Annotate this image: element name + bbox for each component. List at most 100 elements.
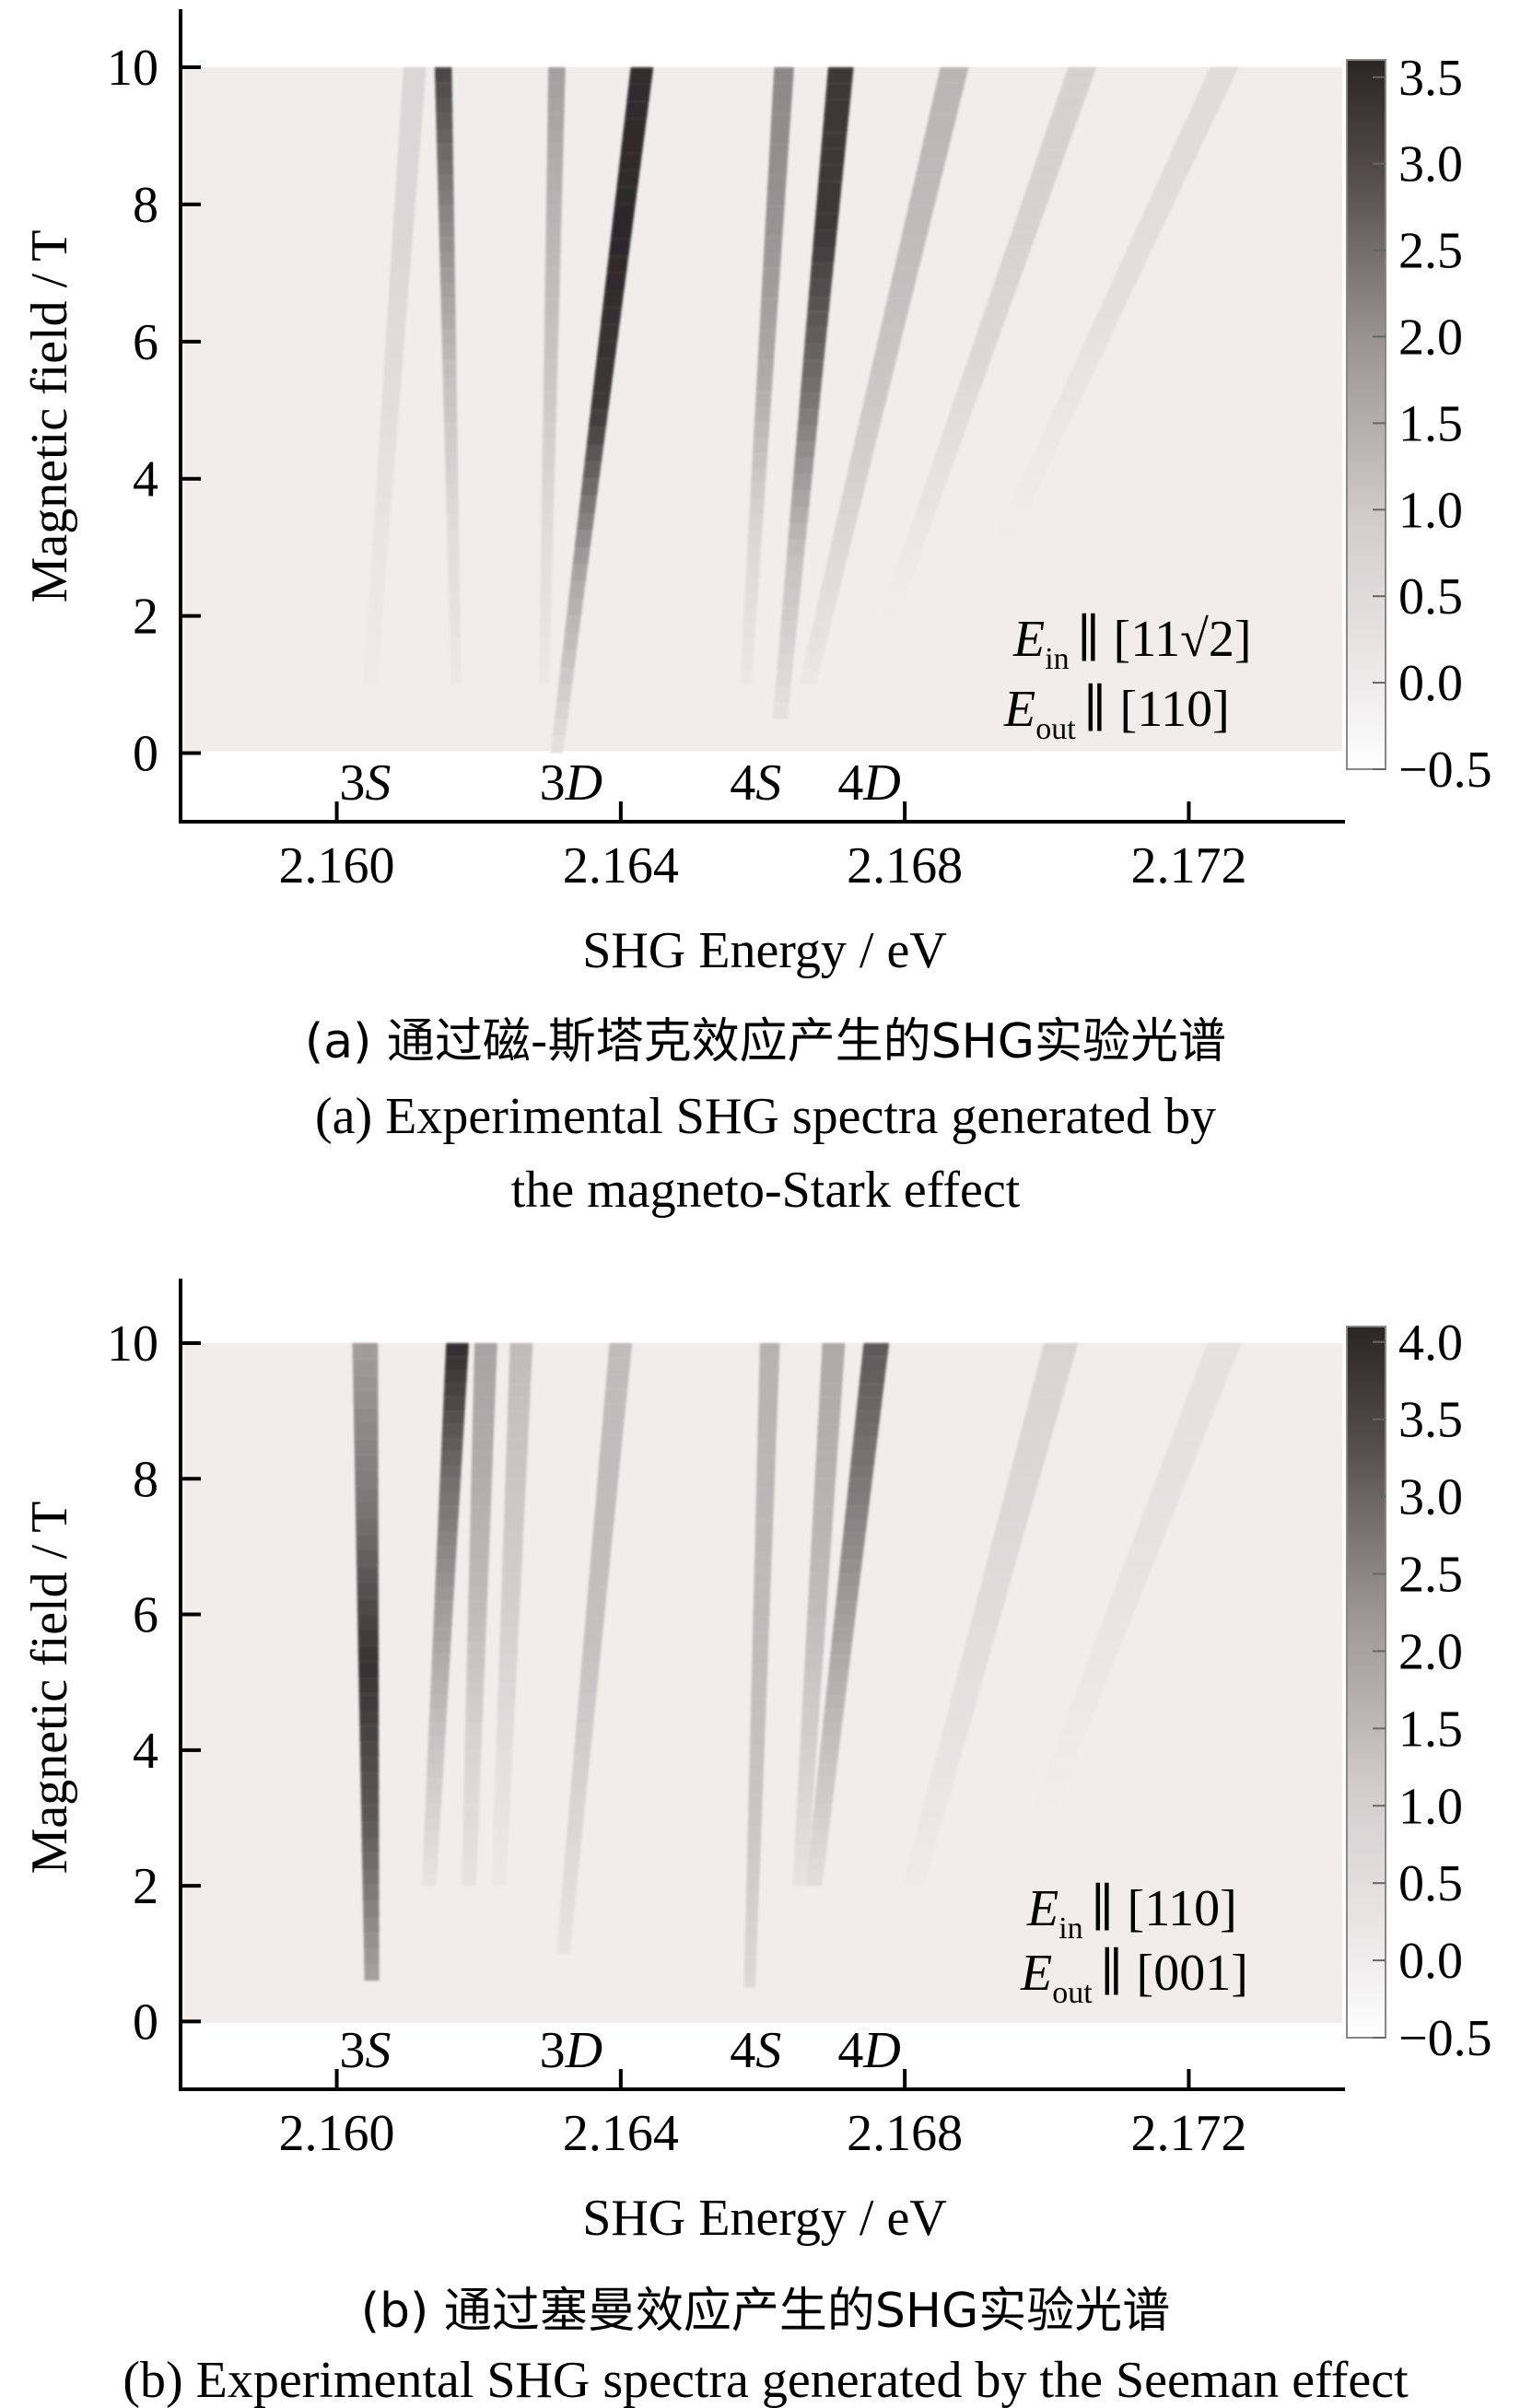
heatmap-trace	[743, 1343, 780, 1988]
heatmap-cell	[564, 615, 581, 634]
heatmap-cell	[1144, 199, 1176, 212]
caption-en: (b) Experimental SHG spectra generated b…	[123, 2352, 1409, 2408]
colorbar-tick-label: 1.0	[1398, 482, 1463, 539]
heatmap-cell	[988, 286, 1018, 301]
heatmap-cell	[428, 1709, 448, 1724]
heatmap-cell	[493, 1818, 509, 1832]
heatmap-cell	[438, 205, 454, 222]
heatmap-cell	[819, 1384, 843, 1397]
heatmap-cell	[508, 1397, 531, 1411]
heatmap-cell	[754, 406, 771, 423]
heatmap-cell	[897, 237, 927, 253]
heatmap-cell	[766, 191, 786, 206]
state-labels: 3S 3D 4S 4D	[339, 754, 900, 812]
heatmap-cell	[437, 1519, 459, 1534]
heatmap-cell	[542, 484, 555, 500]
heatmap-cell	[445, 484, 459, 500]
heatmap-cell	[802, 344, 826, 361]
y-tick-label: 6	[133, 314, 158, 371]
heatmap-cell	[354, 1438, 379, 1455]
state-label: 3D	[540, 754, 602, 812]
heatmap-cell	[850, 1451, 876, 1466]
heatmap-cell	[368, 591, 385, 608]
heatmap-cell	[800, 376, 823, 393]
heatmap-cell	[825, 1682, 848, 1696]
y-axis-ticks: 0 2 4 6 8 10	[107, 40, 201, 783]
heatmap-cell	[751, 1665, 768, 1682]
heatmap-cell	[1135, 1521, 1171, 1534]
heatmap-cell	[556, 1938, 572, 1954]
heatmap-cell	[371, 545, 389, 562]
heatmap-cell	[439, 252, 455, 268]
heatmap-cell	[493, 1804, 510, 1818]
heatmap-trace	[880, 67, 1097, 616]
heatmap-cell	[931, 450, 958, 465]
heatmap-cell	[499, 1628, 519, 1642]
heatmap-cell	[765, 205, 785, 222]
heatmap-cell	[567, 1816, 584, 1832]
heatmap-cell	[997, 259, 1027, 274]
heatmap-cell	[1035, 149, 1067, 164]
heatmap-cell	[433, 1614, 453, 1629]
heatmap-cell	[753, 1584, 771, 1601]
heatmap-cell	[802, 1682, 822, 1696]
heatmap-cell	[799, 1749, 817, 1764]
heatmap-cell	[754, 1536, 773, 1553]
heatmap-cell	[754, 1520, 774, 1537]
heatmap-cell	[376, 468, 394, 485]
heatmap-cell	[1030, 163, 1062, 178]
caption-zh: (a) 通过磁-斯塔克效应产生的SHG实验光谱	[305, 1014, 1226, 1070]
heatmap-cell	[824, 561, 847, 577]
heatmap-cell	[807, 1858, 825, 1873]
heatmap-cell	[799, 392, 821, 410]
heatmap-cell	[547, 98, 565, 114]
heatmap-cell	[937, 1736, 967, 1750]
heatmap-cell	[979, 1573, 1013, 1588]
heatmap-cell	[801, 1695, 821, 1710]
heatmap-cell	[541, 499, 555, 515]
heatmap-cell	[804, 1654, 824, 1669]
heatmap-cell	[748, 1778, 764, 1794]
heatmap-cell	[830, 1642, 853, 1655]
heatmap-trace	[990, 67, 1239, 548]
heatmap-cell	[813, 1505, 834, 1520]
heatmap-cell	[1018, 475, 1045, 488]
x-tick-label: 2.172	[1130, 2105, 1246, 2162]
caption-en-line1: (a) Experimental SHG spectra generated b…	[315, 1088, 1216, 1145]
heatmap-cell	[439, 1465, 462, 1479]
heatmap-cell	[471, 1465, 493, 1479]
heatmap-cell	[756, 1455, 776, 1472]
heatmap-cell	[818, 1397, 842, 1411]
heatmap-cell	[1007, 499, 1034, 512]
heatmap-cell	[869, 360, 896, 377]
heatmap-cell	[965, 1628, 998, 1642]
heatmap-cell	[562, 633, 579, 650]
heatmap-cell	[441, 345, 457, 361]
heatmap-cell	[430, 1668, 450, 1683]
heatmap-cell	[353, 1374, 379, 1391]
heatmap-cell	[801, 360, 824, 377]
heatmap-cell	[845, 468, 870, 485]
heatmap-cell	[831, 1628, 854, 1642]
heatmap-cell	[470, 1519, 491, 1534]
heatmap-cell	[509, 1370, 532, 1385]
heatmap-cell	[380, 406, 400, 423]
heatmap-cell	[424, 1818, 441, 1832]
heatmap-cell	[400, 98, 424, 114]
panel-b: 0 2 4 6 8 10 2.160 2.164 2.168 2.172 3S 3D 4S 4D Ma…	[21, 1279, 1492, 2408]
heatmap-cell	[824, 99, 850, 117]
heatmap-cell	[1122, 247, 1153, 260]
heatmap-cell	[813, 607, 836, 624]
heatmap-cell	[797, 1791, 814, 1805]
heatmap-cell	[589, 1556, 611, 1572]
heatmap-cell	[356, 1549, 379, 1567]
heatmap-cell	[358, 1662, 380, 1678]
heatmap-cell	[500, 1600, 520, 1615]
heatmap-cell	[467, 1628, 486, 1642]
heatmap-cell	[550, 735, 566, 754]
heatmap-cell	[1095, 1628, 1129, 1641]
heatmap-cell	[357, 1630, 379, 1646]
heatmap-cell	[606, 255, 629, 274]
heatmap-cell	[848, 452, 873, 469]
heatmap-cell	[436, 1546, 457, 1561]
